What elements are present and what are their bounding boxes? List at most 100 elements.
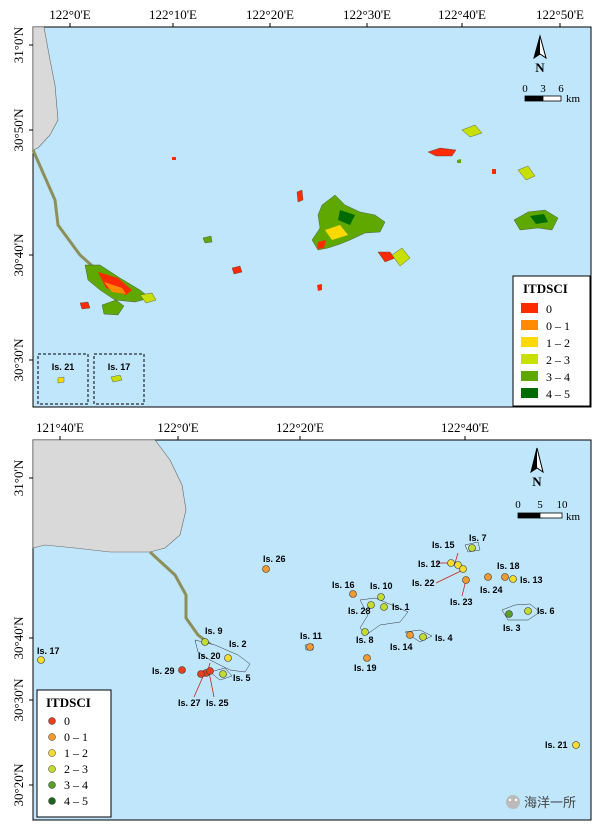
bottom-bridge xyxy=(148,550,216,650)
top-legend-label: 1 – 2 xyxy=(546,336,570,350)
top-legend-title: ITDSCI xyxy=(523,281,568,296)
top-legend-label: 0 xyxy=(546,302,552,316)
bottom-legend: ITDSCI 0 0 – 1 1 – 2 2 – 3 3 – 4 4 – 5 xyxy=(36,689,112,818)
top-island-zhoushan-orange xyxy=(104,282,126,294)
island-label: Is. 7 xyxy=(469,533,487,543)
top-legend-label: 2 – 3 xyxy=(546,353,570,367)
island-point xyxy=(419,633,427,641)
island-label: Is. 20 xyxy=(198,651,221,661)
island-label: Is. 12 xyxy=(418,559,441,569)
island-point xyxy=(572,741,580,749)
island-label: Is. 26 xyxy=(263,554,286,564)
island-label: Is. 28 xyxy=(348,606,371,616)
top-island-zhoushan-red xyxy=(98,272,132,295)
island-label: Is. 4 xyxy=(435,633,453,643)
bottom-scale-5: 5 xyxy=(537,499,543,511)
island-point xyxy=(201,638,209,646)
top-scale-bar: 0 3 6 km xyxy=(522,83,580,105)
island-point xyxy=(206,667,214,675)
top-x-tick-label: 122°10'E xyxy=(149,7,197,22)
bottom-scale-bar: 0 5 10 km xyxy=(515,499,580,523)
bottom-legend-title: ITDSCI xyxy=(46,695,91,710)
bottom-scale-0: 0 xyxy=(515,499,521,511)
top-x-ticks: 122°0'E 122°10'E 122°20'E 122°30'E 122°40'E 1… xyxy=(49,7,584,27)
island-label: Is. 18 xyxy=(497,561,520,571)
island-label: Is. 11 xyxy=(300,631,322,641)
island-point xyxy=(262,565,270,573)
wechat-icon xyxy=(506,795,520,809)
island-point xyxy=(505,610,513,618)
top-island-a xyxy=(101,299,125,316)
bottom-legend-marker xyxy=(48,717,56,725)
top-north-arrow: N xyxy=(533,34,547,75)
bottom-y-tick-label: 30°20'N xyxy=(11,763,26,807)
bottom-x-tick-label: 122°0'E xyxy=(157,420,199,435)
island-label: Is. 24 xyxy=(480,585,503,595)
island-label: Is. 10 xyxy=(370,581,393,591)
top-island-i xyxy=(391,247,411,267)
top-legend-label: 3 – 4 xyxy=(546,370,570,384)
top-north-label: N xyxy=(535,60,545,75)
watermark-text: 海洋一所 xyxy=(524,796,576,811)
bottom-north-arrow: N xyxy=(530,447,544,489)
top-legend-swatch xyxy=(521,303,538,313)
top-map: N 0 3 6 km Is. 21 Is. 17 ITDSCI 0 0 – 1 1 … xyxy=(11,7,592,408)
top-legend: ITDSCI 0 0 – 1 1 – 2 2 – 3 3 – 4 4 – 5 xyxy=(512,275,591,407)
bottom-map: N 0 5 10 km Is. 1Is. 2Is. 3Is. 4Is. 5Is.… xyxy=(11,420,592,821)
bottom-legend-label: 2 – 3 xyxy=(64,762,88,776)
bottom-x-tick-label: 122°40'E xyxy=(441,420,489,435)
island-point xyxy=(363,654,371,662)
top-island-g xyxy=(172,157,176,160)
top-island-l xyxy=(427,147,457,157)
bottom-legend-marker xyxy=(48,733,56,741)
bottom-legend-label: 0 xyxy=(64,714,70,728)
top-island-central-red xyxy=(317,240,326,249)
top-legend-swatch xyxy=(521,388,538,398)
top-island-e xyxy=(202,235,213,244)
island-point xyxy=(484,573,492,581)
island-label: Is. 22 xyxy=(412,578,435,588)
bottom-y-ticks: 31°0'N 30°40'N 30°30'N 30°20'N xyxy=(11,459,33,806)
top-x-tick-label: 122°50'E xyxy=(536,7,584,22)
top-island-n xyxy=(492,169,496,174)
top-inset-is21-label: Is. 21 xyxy=(52,362,75,372)
island-label: Is. 19 xyxy=(354,663,377,673)
top-island-central-dark xyxy=(338,210,355,225)
island-point xyxy=(468,544,476,552)
bottom-scale-10: 10 xyxy=(557,499,569,511)
island-label: Is. 2 xyxy=(229,639,247,649)
island-point xyxy=(459,565,467,573)
bottom-legend-marker xyxy=(48,797,56,805)
island-point xyxy=(367,601,375,609)
bottom-scale-unit: km xyxy=(566,511,581,523)
island-point xyxy=(447,559,455,567)
top-inset-is17-label: Is. 17 xyxy=(108,362,131,372)
top-mainland xyxy=(32,26,59,151)
island-label: Is. 14 xyxy=(390,642,413,652)
island-label: Is. 29 xyxy=(152,666,175,676)
bottom-y-tick-label: 31°0'N xyxy=(11,459,26,496)
top-scale-unit: km xyxy=(566,93,581,105)
bottom-north-label: N xyxy=(532,474,542,489)
top-island-b xyxy=(139,292,157,304)
island-label: Is. 17 xyxy=(37,646,60,656)
island-label: Is. 8 xyxy=(356,635,374,645)
top-islands xyxy=(79,124,559,316)
bottom-y-tick-label: 30°40'N xyxy=(11,616,26,660)
top-scale-6: 6 xyxy=(558,83,564,95)
top-legend-swatch xyxy=(521,354,538,364)
top-island-p-dark xyxy=(530,214,548,224)
island-point xyxy=(462,576,470,584)
bottom-x-tick-label: 122°20'E xyxy=(276,420,324,435)
top-island-j xyxy=(317,284,322,291)
top-x-tick-label: 122°40'E xyxy=(438,7,486,22)
top-bridge xyxy=(31,149,109,282)
island-label: Is. 15 xyxy=(432,540,455,550)
island-point xyxy=(37,656,45,664)
island-point xyxy=(224,654,232,662)
top-island-c xyxy=(79,301,91,310)
top-map-sea xyxy=(32,26,592,408)
island-label: Is. 27 xyxy=(178,698,201,708)
island-point xyxy=(501,573,509,581)
island-label: Is. 1 xyxy=(392,602,410,612)
